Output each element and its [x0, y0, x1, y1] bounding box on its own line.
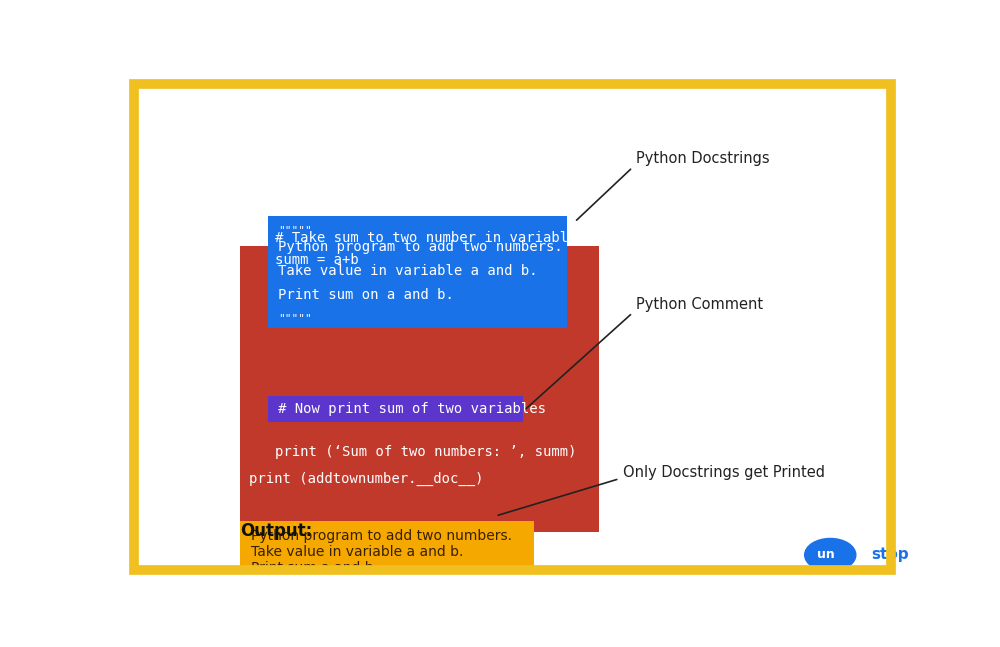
Text: Take value in variable a and b.: Take value in variable a and b. — [251, 545, 464, 559]
Text: print (‘Sum of two numbers: ’, summ): print (‘Sum of two numbers: ’, summ) — [275, 445, 576, 459]
Text: """"": """"" — [278, 225, 311, 235]
Text: Print sum a and b.: Print sum a and b. — [251, 561, 378, 575]
Text: Python Comment: Python Comment — [637, 297, 764, 312]
FancyBboxPatch shape — [240, 245, 599, 532]
Circle shape — [805, 538, 856, 571]
Text: Python program to add two numbers.: Python program to add two numbers. — [278, 240, 562, 254]
Text: Print sum on a and b.: Print sum on a and b. — [278, 288, 454, 302]
Text: summ = a+b: summ = a+b — [275, 253, 358, 267]
FancyBboxPatch shape — [240, 521, 534, 573]
FancyBboxPatch shape — [268, 216, 567, 328]
Text: def addtownumber(a, b) :: def addtownumber(a, b) : — [249, 157, 450, 171]
Text: # Now print sum of two variables: # Now print sum of two variables — [278, 402, 546, 417]
Text: Python Docstrings: Python Docstrings — [637, 151, 770, 166]
Text: # Take sum to two number in variable sum: # Take sum to two number in variable sum — [275, 230, 610, 245]
Text: Output:: Output: — [240, 522, 312, 540]
Text: print (addtownumber.__doc__): print (addtownumber.__doc__) — [249, 472, 484, 487]
Text: un: un — [818, 549, 835, 562]
Text: stop: stop — [871, 547, 909, 562]
FancyBboxPatch shape — [268, 397, 523, 422]
Text: """"": """"" — [278, 313, 311, 324]
Text: Python program to add two numbers.: Python program to add two numbers. — [251, 529, 512, 543]
Text: Take value in variable a and b.: Take value in variable a and b. — [278, 264, 537, 278]
Text: Only Docstrings get Printed: Only Docstrings get Printed — [623, 465, 825, 479]
